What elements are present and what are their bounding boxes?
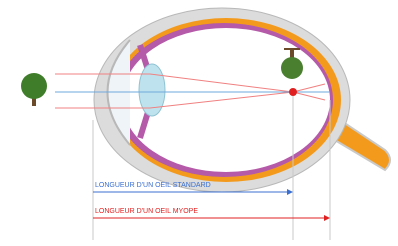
arrow-head bbox=[324, 215, 330, 221]
arrow-head bbox=[287, 189, 293, 195]
myope-label: LONGUEUR D'UN OEIL MYOPE bbox=[95, 208, 198, 215]
standard-label: LONGUEUR D'UN OEIL STANDARD bbox=[95, 182, 211, 189]
focal-point bbox=[289, 88, 297, 96]
eye-diagram: LONGUEUR D'UN OEIL STANDARD LONGUEUR D'U… bbox=[0, 0, 398, 246]
tree-crown bbox=[21, 73, 47, 99]
image-crown bbox=[281, 57, 303, 79]
